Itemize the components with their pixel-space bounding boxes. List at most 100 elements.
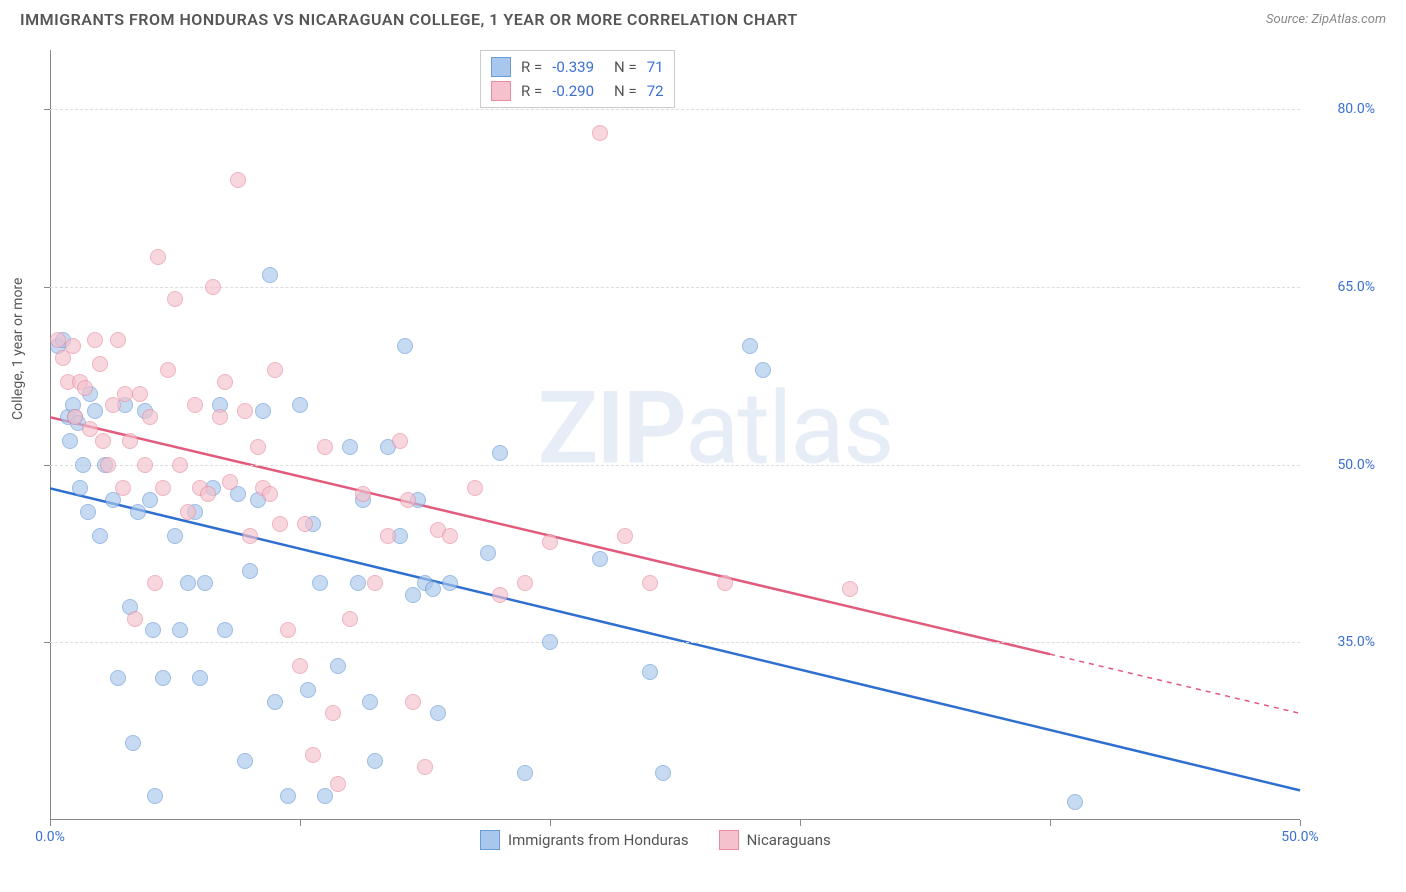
data-point [212, 409, 228, 425]
data-point [147, 788, 163, 804]
x-tick [50, 820, 51, 826]
data-point [317, 439, 333, 455]
x-tick [1300, 820, 1301, 826]
data-point [305, 747, 321, 763]
data-point [172, 622, 188, 638]
data-point [237, 403, 253, 419]
x-tick [1050, 820, 1051, 826]
data-point [150, 249, 166, 265]
legend-correlation-row: R =-0.339N =71 [491, 55, 664, 79]
data-point [392, 433, 408, 449]
gridline [50, 287, 1300, 288]
data-point [262, 267, 278, 283]
x-tick [300, 820, 301, 826]
x-tick-label: 0.0% [35, 829, 65, 845]
data-point [155, 480, 171, 496]
gridline [50, 465, 1300, 466]
data-point [330, 658, 346, 674]
data-point [167, 528, 183, 544]
data-point [80, 504, 96, 520]
data-point [592, 551, 608, 567]
legend-n-label: N = [614, 58, 637, 76]
legend-swatch [491, 57, 511, 77]
y-tick [44, 109, 50, 110]
data-point [180, 504, 196, 520]
data-point [147, 575, 163, 591]
data-point [592, 125, 608, 141]
data-point [480, 545, 496, 561]
data-point [155, 670, 171, 686]
y-tick-label: 65.0% [1337, 279, 1375, 295]
data-point [180, 575, 196, 591]
data-point [442, 528, 458, 544]
data-point [272, 516, 288, 532]
legend-n-value: 71 [647, 58, 664, 76]
data-point [197, 575, 213, 591]
data-point [292, 397, 308, 413]
data-point [542, 534, 558, 550]
data-point [317, 788, 333, 804]
data-point [312, 575, 328, 591]
data-point [160, 362, 176, 378]
data-point [325, 705, 341, 721]
legend-swatch [480, 830, 500, 850]
legend-n-value: 72 [647, 82, 664, 100]
legend-r-label: R = [521, 82, 542, 100]
data-point [297, 516, 313, 532]
chart-plot-area: ZIPatlas R =-0.339N =71R =-0.290N =72 Im… [50, 50, 1380, 820]
data-point [137, 457, 153, 473]
data-point [65, 338, 81, 354]
x-tick [550, 820, 551, 826]
data-point [125, 735, 141, 751]
legend-correlation-row: R = -0.290 N = 72 [491, 79, 664, 103]
legend-r-value: -0.339 [552, 58, 594, 76]
legend-r-value: -0.290 [552, 82, 594, 100]
x-axis-line [50, 819, 1300, 820]
data-point [280, 788, 296, 804]
data-point [67, 409, 83, 425]
data-point [617, 528, 633, 544]
data-point [77, 380, 93, 396]
data-point [355, 486, 371, 502]
data-point [255, 403, 271, 419]
data-point [655, 765, 671, 781]
data-point [100, 457, 116, 473]
data-point [132, 386, 148, 402]
data-point [205, 279, 221, 295]
data-point [217, 622, 233, 638]
data-point [87, 332, 103, 348]
x-tick-label: 50.0% [1281, 829, 1319, 845]
legend-series: Immigrants from HondurasNicaraguans [480, 830, 831, 850]
data-point [292, 658, 308, 674]
data-point [542, 634, 558, 650]
data-point [115, 480, 131, 496]
data-point [517, 765, 533, 781]
y-axis-line [50, 50, 51, 820]
data-point [517, 575, 533, 591]
data-point [442, 575, 458, 591]
y-tick [44, 287, 50, 288]
data-point [467, 480, 483, 496]
legend-n-label: N = [614, 82, 637, 100]
data-point [397, 338, 413, 354]
data-point [330, 776, 346, 792]
data-point [350, 575, 366, 591]
data-point [1067, 794, 1083, 810]
data-point [367, 753, 383, 769]
data-point [87, 403, 103, 419]
data-point [842, 581, 858, 597]
gridline [50, 642, 1300, 643]
data-point [405, 694, 421, 710]
data-point [167, 291, 183, 307]
data-point [217, 374, 233, 390]
data-point [755, 362, 771, 378]
data-point [425, 581, 441, 597]
data-point [642, 664, 658, 680]
gridline [50, 109, 1300, 110]
legend-swatch [491, 81, 511, 101]
data-point [127, 611, 143, 627]
data-point [192, 670, 208, 686]
data-point [492, 445, 508, 461]
x-tick [800, 820, 801, 826]
trendlines-layer [50, 50, 1380, 820]
